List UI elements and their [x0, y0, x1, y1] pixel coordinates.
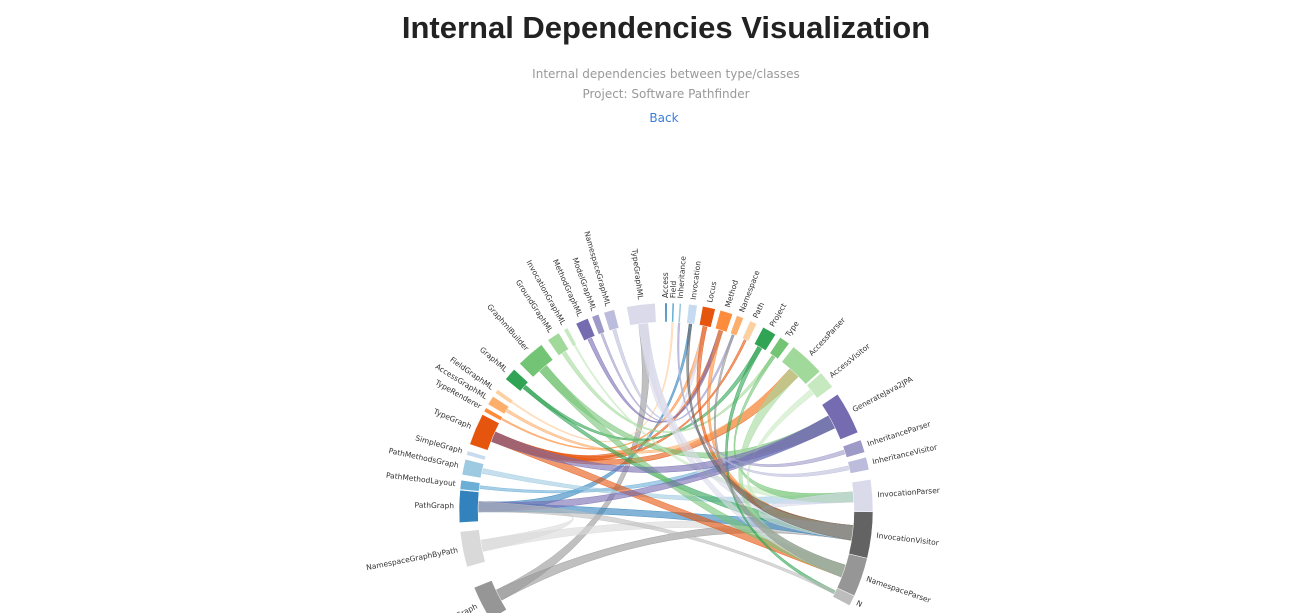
node-arc: [729, 315, 744, 337]
node-arc: [591, 313, 606, 335]
title: Internal Dependencies Visualization: [401, 10, 931, 45]
node-label: Type: [783, 319, 801, 339]
node-arc: [848, 511, 874, 559]
node-label: Inheritance: [676, 255, 688, 298]
node-arc: [714, 309, 734, 333]
node-arc: [458, 489, 480, 523]
node-arc: [671, 302, 675, 323]
node-arc: [603, 309, 620, 332]
node-arc: [563, 327, 577, 347]
node-arc: [686, 303, 698, 325]
node-label: NamespaceGraph: [415, 602, 479, 613]
node-label: GenerateJava2JPA: [851, 374, 915, 414]
node-arc: [677, 303, 682, 323]
node-arc: [821, 393, 859, 440]
node-arc: [459, 529, 486, 568]
node-arc: [699, 305, 716, 328]
node-arc: [832, 587, 855, 606]
node-arc: [459, 479, 481, 492]
node-arc: [664, 302, 668, 323]
node-arc: [547, 332, 569, 356]
node-label: InheritanceParser: [866, 419, 932, 448]
subtitle: Internal dependencies between type/class…: [532, 67, 800, 81]
node-arc: [806, 372, 833, 399]
node-arc: [742, 320, 758, 342]
node-label: Locus: [705, 281, 718, 304]
node-arc: [519, 344, 554, 378]
node-label: NamespaceParser: [865, 574, 933, 605]
node-arc: [483, 407, 503, 421]
node-label: NamespaceGraphByPath: [365, 545, 458, 572]
node-label: Field: [668, 280, 678, 298]
project: Project: Software Pathfinder: [582, 87, 750, 101]
node-arc: [461, 458, 485, 479]
node-label: TypeGraph: [431, 406, 473, 430]
node-arc: [466, 450, 487, 461]
node-label: InvocationVisitor: [876, 531, 940, 548]
node-label: PathMethodLayout: [386, 471, 457, 488]
node-label: Project: [768, 302, 789, 329]
node-label: Path: [751, 301, 766, 320]
node-label: Method: [723, 279, 740, 309]
back-link[interactable]: Back: [649, 111, 679, 125]
node-arc: [781, 346, 821, 385]
node-label: InheritanceVisitor: [871, 442, 938, 466]
node-arc: [494, 389, 514, 405]
node-arc: [851, 479, 874, 513]
node-arc: [505, 369, 529, 392]
node-label: Access: [661, 272, 670, 298]
node-arc: [575, 318, 596, 342]
node-arc: [842, 439, 866, 458]
node-arc: [753, 326, 777, 351]
node-label: Invocation: [689, 260, 703, 300]
node-arc: [769, 337, 790, 360]
node-label: GraphML: [478, 345, 510, 374]
node-arc: [626, 303, 657, 326]
node-arc: [473, 580, 507, 613]
node-arc: [469, 414, 500, 451]
node-label: InvocationParser: [877, 486, 941, 499]
node-label: PathGraph: [414, 501, 454, 511]
node-label: AccessParser: [807, 315, 848, 358]
node-label: TypeGraphML: [630, 247, 645, 300]
node-label: N: [855, 598, 864, 609]
node-arc: [847, 456, 870, 474]
node-arc: [487, 396, 510, 415]
node-label: AccessVisitor: [828, 341, 873, 380]
node-label: GraphmlBuilder: [485, 302, 531, 353]
